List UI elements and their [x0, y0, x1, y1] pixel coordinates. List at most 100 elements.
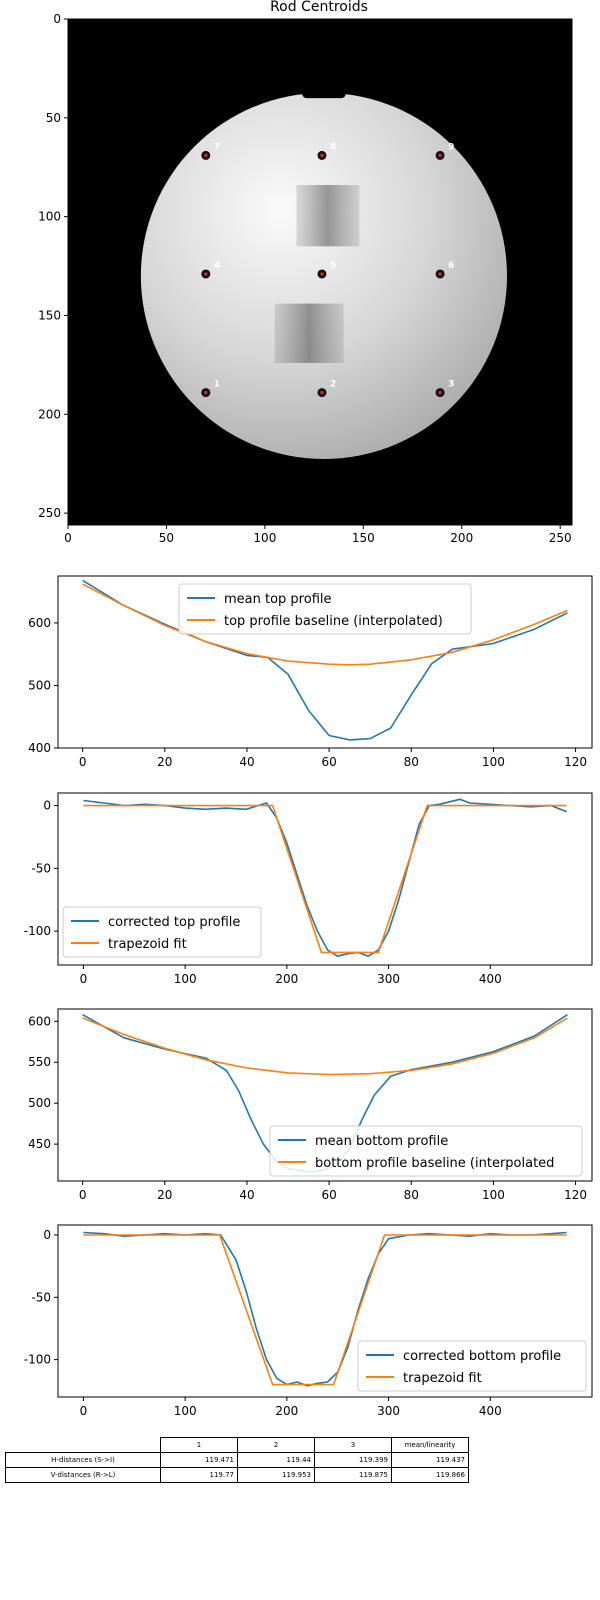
x-tick-label: 0	[80, 1404, 88, 1418]
legend-entry: corrected top profile	[108, 915, 240, 930]
centroid-marker	[320, 390, 324, 395]
x-tick-label: 120	[564, 1188, 587, 1202]
legend-entry: mean bottom profile	[315, 1134, 448, 1149]
legend: mean bottom profile bottom profile baseli…	[269, 1125, 583, 1177]
table-row-label: V-distances (R->L)	[5, 1467, 161, 1483]
series-line	[82, 1017, 568, 1076]
centroid-marker	[438, 390, 442, 395]
phantom-notch	[302, 90, 346, 99]
legend-box	[178, 583, 472, 635]
y-tick-label: 600	[28, 1014, 51, 1028]
legend: corrected top profile trapezoid fit	[62, 906, 262, 958]
x-tick-label: 250	[549, 531, 572, 545]
table-header: 1	[160, 1437, 238, 1453]
table-header: 3	[314, 1437, 392, 1453]
legend-entry: trapezoid fit	[403, 1371, 482, 1386]
y-tick-label: 0	[43, 799, 51, 813]
x-tick-label: 80	[404, 755, 419, 769]
rod-label: 3	[448, 380, 454, 390]
table-header-row: 1 2 3 mean/linearity	[6, 1437, 469, 1453]
y-tick-label: -100	[24, 924, 51, 938]
x-tick-label: 0	[79, 755, 87, 769]
bottom-profile-panel: 0 20 40 60 80 100 120 450 500 550 600 mean bottom p…	[28, 1008, 593, 1202]
series-line	[83, 804, 567, 954]
y-tick-label: 200	[38, 407, 61, 421]
y-tick-label: 100	[38, 210, 61, 224]
rod-label: 2	[330, 380, 336, 390]
table-cell: 119.953	[237, 1467, 315, 1483]
legend-entry: corrected bottom profile	[403, 1349, 561, 1364]
x-tick-label: 200	[450, 531, 473, 545]
x-tick-label: 20	[157, 1188, 172, 1202]
table-header: mean/linearity	[391, 1437, 469, 1453]
x-tick-label: 100	[174, 972, 197, 986]
distances-table: 1 2 3 mean/linearity H-distances (S->I) …	[5, 1437, 469, 1483]
centroid-marker	[320, 153, 324, 158]
rod-label: 6	[448, 261, 454, 271]
rod-label: 8	[330, 142, 336, 152]
legend-box	[357, 1340, 587, 1392]
phantom-insert	[296, 185, 360, 247]
legend: corrected bottom profile trapezoid fit	[357, 1340, 587, 1392]
series-line	[83, 798, 567, 958]
plot-frame	[57, 792, 593, 966]
y-tick-label: 600	[28, 616, 51, 630]
rod-label: 9	[448, 142, 454, 152]
centroid-marker	[204, 153, 208, 158]
x-tick-label: 0	[80, 972, 88, 986]
rod-label: 5	[330, 261, 336, 271]
centroid-marker	[438, 272, 442, 276]
x-tick-label: 80	[404, 1188, 419, 1202]
x-tick-label: 200	[275, 972, 298, 986]
x-tick-label: 0	[79, 1188, 87, 1202]
image-title: Rod Centroids	[270, 0, 368, 15]
centroid-marker	[204, 272, 208, 276]
table-cell: 119.44	[237, 1452, 315, 1468]
series-line	[82, 583, 568, 666]
table-cell: 119.875	[314, 1467, 392, 1483]
y-tick-label: -50	[31, 1290, 51, 1304]
x-tick-label: 200	[275, 1404, 298, 1418]
x-tick-label: 20	[157, 755, 172, 769]
x-tick-label: 400	[479, 972, 502, 986]
y-tick-label: 150	[38, 308, 61, 322]
y-tick-label: 400	[28, 741, 51, 755]
phantom-insert	[274, 303, 344, 363]
x-tick-label: 120	[564, 755, 587, 769]
y-tick-label: 550	[28, 1055, 51, 1069]
image-frame	[67, 18, 573, 526]
y-tick-label: 450	[28, 1137, 51, 1151]
table-cell: 119.866	[391, 1467, 469, 1483]
x-tick-label: 100	[482, 755, 505, 769]
top-profile-panel: 0 20 40 60 80 100 120 400 500 600 mean top profile…	[28, 575, 593, 769]
legend-box	[269, 1125, 583, 1177]
table-cell: 119.437	[391, 1452, 469, 1468]
x-tick-label: 100	[174, 1404, 197, 1418]
x-tick-label: 400	[479, 1404, 502, 1418]
y-tick-label: 500	[28, 1096, 51, 1110]
x-tick-label: 300	[377, 1404, 400, 1418]
table-row: H-distances (S->I) 119.471 119.44 119.39…	[5, 1452, 469, 1468]
table-cell: 119.77	[160, 1467, 238, 1483]
rod-label: 7	[214, 142, 220, 152]
y-tick-label: 50	[46, 111, 61, 125]
centroid-marker	[320, 272, 324, 276]
table-header: 2	[237, 1437, 315, 1453]
y-tick-label: 500	[28, 678, 51, 692]
x-tick-label: 60	[321, 1188, 336, 1202]
x-tick-label: 100	[253, 531, 276, 545]
y-tick-label: 250	[38, 506, 61, 520]
legend-entry: mean top profile	[224, 592, 332, 607]
x-tick-label: 50	[159, 531, 174, 545]
y-tick-label: -50	[31, 861, 51, 875]
legend-box	[62, 906, 262, 958]
legend-entry: bottom profile baseline (interpolated	[315, 1156, 554, 1171]
table-row-label: H-distances (S->I)	[5, 1452, 161, 1468]
rod-centroids-panel: Rod Centroids 1 2 34 5 67 8 9 0 50 100 150 200 2500…	[38, 0, 573, 545]
plot-frame	[57, 1008, 593, 1182]
centroid-marker	[438, 153, 442, 158]
plot-frame	[57, 1224, 593, 1398]
legend: mean top profile top profile baseline (in…	[178, 583, 472, 635]
table-cell: 119.471	[160, 1452, 238, 1468]
